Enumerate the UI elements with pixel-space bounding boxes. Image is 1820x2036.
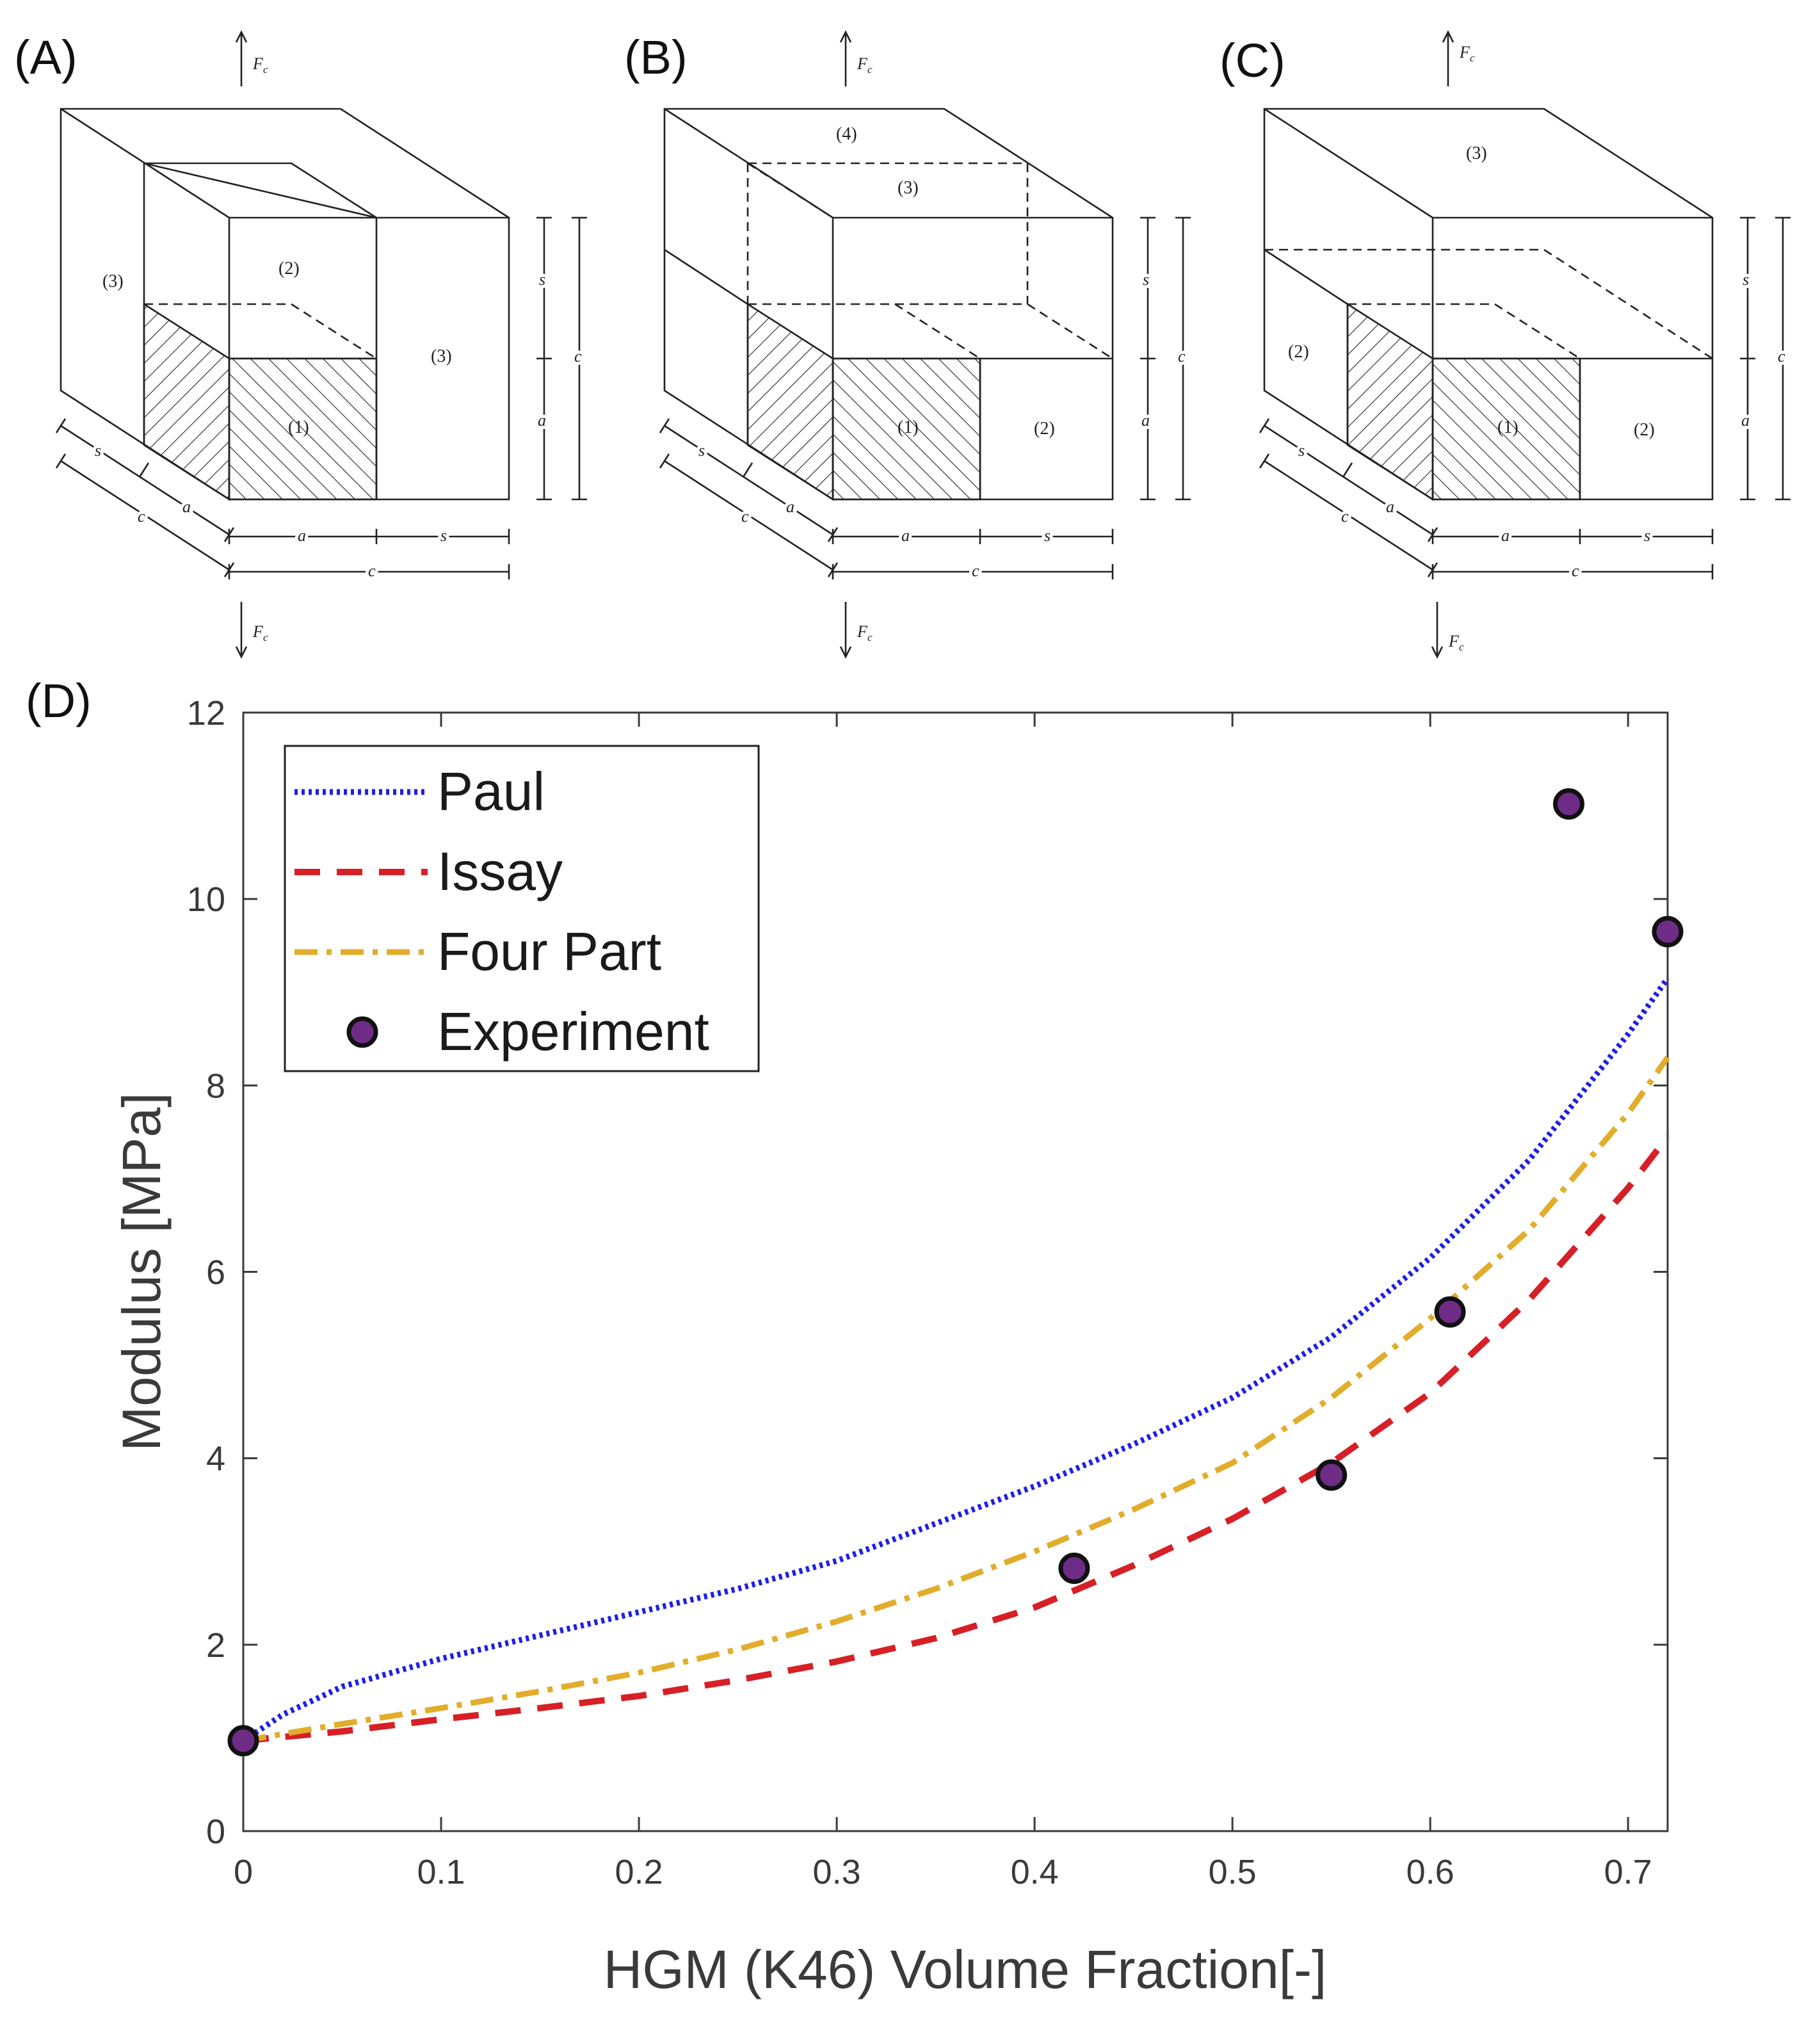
region-label: (3) xyxy=(102,271,124,291)
dim-a: a xyxy=(1501,526,1510,545)
force-bottom-sub-c: c xyxy=(1459,641,1464,653)
x-tick-label: 0.6 xyxy=(1406,1853,1454,1891)
legend-label: Experiment xyxy=(437,1001,709,1062)
y-tick-label: 10 xyxy=(187,880,225,919)
region-label: (3) xyxy=(898,178,919,198)
region-label: (4) xyxy=(836,124,857,144)
x-tick-label: 0.3 xyxy=(813,1853,861,1891)
panel-a-label: (A) xyxy=(14,31,77,84)
dim-s: s xyxy=(1298,441,1305,460)
dim-a: a xyxy=(1141,411,1150,430)
dim-c: c xyxy=(1572,562,1579,580)
force-bottom-label-b: F xyxy=(857,622,868,641)
force-top-sub-b: c xyxy=(867,63,873,76)
panel-d: (D) 0 0.1 0.2 0.3 0.4 0.5 0.6 0.7 0 2 4 6 8 10 12 HGM (… xyxy=(26,674,1684,2000)
force-top-label-c: F xyxy=(1459,43,1470,61)
x-tick-label: 0.5 xyxy=(1209,1853,1257,1891)
region-label: (2) xyxy=(1634,420,1655,440)
panel-b-label: (B) xyxy=(624,31,688,84)
y-tick-label: 12 xyxy=(187,694,225,732)
force-top-sub-c: c xyxy=(1470,52,1475,64)
dim-s: s xyxy=(1143,270,1149,289)
experiment-point xyxy=(227,1725,259,1757)
dim-s: s xyxy=(440,526,447,545)
panel-c-label: (C) xyxy=(1220,34,1285,87)
dim-c: c xyxy=(138,507,145,526)
dim-a: a xyxy=(786,497,794,516)
dim-c: c xyxy=(574,347,582,366)
experiment-point xyxy=(1552,788,1584,820)
y-tick-label: 0 xyxy=(206,1813,225,1851)
force-top-label-a: F xyxy=(252,54,264,73)
legend-label: Four Part xyxy=(437,921,661,982)
experiment-point xyxy=(1652,916,1684,948)
dim-c: c xyxy=(1178,347,1186,366)
dim-a: a xyxy=(538,411,546,430)
y-tick-label: 6 xyxy=(206,1254,225,1292)
region-label: (1) xyxy=(288,417,309,437)
dim-s: s xyxy=(698,441,705,460)
x-axis-title: HGM (K46) Volume Fraction[-] xyxy=(604,1939,1327,2000)
dim-s: s xyxy=(1743,270,1749,289)
experiment-point xyxy=(1434,1296,1466,1328)
force-top-label-b: F xyxy=(857,54,868,73)
experiment-point xyxy=(1058,1552,1090,1584)
dim-s: s xyxy=(1644,526,1650,545)
y-axis-title: Modulus [MPa] xyxy=(111,1092,172,1451)
region-label: (3) xyxy=(1466,143,1487,163)
panel-d-label: (D) xyxy=(26,674,92,727)
force-top-sub-a: c xyxy=(263,63,268,76)
legend: Paul Issay Four Part Experiment xyxy=(284,745,760,1072)
dim-c: c xyxy=(741,507,749,526)
dim-a: a xyxy=(1741,411,1750,430)
x-tick-label: 0.2 xyxy=(615,1853,663,1891)
y-tick-label: 8 xyxy=(206,1067,225,1105)
y-tick-label: 2 xyxy=(206,1626,225,1665)
region-label: (2) xyxy=(1034,419,1055,439)
series-line-issay xyxy=(243,1135,1670,1744)
dim-a: a xyxy=(1386,497,1394,516)
chart: 0 0.1 0.2 0.3 0.4 0.5 0.6 0.7 0 2 4 6 8 10 12 HGM (K46)… xyxy=(111,694,1684,2000)
legend-marker-experiment xyxy=(346,1016,378,1048)
legend-label: Paul xyxy=(437,761,545,821)
dim-a: a xyxy=(298,526,306,545)
x-tick-label: 0.4 xyxy=(1011,1853,1059,1891)
experiment-point xyxy=(1316,1459,1348,1491)
force-bottom-sub-b: c xyxy=(867,631,873,643)
dim-c: c xyxy=(972,562,979,580)
region-label: (1) xyxy=(898,417,919,437)
dim-a: a xyxy=(901,526,910,545)
panel-b: (B) F c F c (4) (3) (2) (1) xyxy=(624,30,1191,659)
series-line-four-part xyxy=(243,1056,1670,1744)
y-tick-label: 4 xyxy=(206,1440,225,1478)
force-bottom-label-c: F xyxy=(1448,632,1460,650)
panel-a: (A) F c F c (3) (2) (3) (1) xyxy=(14,30,587,659)
region-label: (2) xyxy=(278,259,300,279)
dim-c: c xyxy=(1778,347,1785,366)
dim-s: s xyxy=(539,270,545,289)
region-label: (2) xyxy=(1288,342,1309,362)
x-tick-label: 0.1 xyxy=(417,1853,465,1891)
force-bottom-sub-a: c xyxy=(263,631,268,643)
region-label: (3) xyxy=(431,346,452,366)
dim-s: s xyxy=(95,441,101,460)
region-label: (1) xyxy=(1497,417,1518,437)
x-tick-label: 0.7 xyxy=(1604,1853,1652,1891)
legend-label: Issay xyxy=(437,841,563,901)
series-lines xyxy=(241,976,1670,1744)
x-tick-label: 0 xyxy=(234,1853,253,1891)
dim-c: c xyxy=(368,562,376,580)
panel-c: (C) F c F c (3) (2) (2) (1) xyxy=(1220,30,1791,659)
force-bottom-label-a: F xyxy=(252,622,264,641)
dim-c: c xyxy=(1341,507,1349,526)
dim-s: s xyxy=(1044,526,1051,545)
series-line-paul xyxy=(241,976,1670,1743)
dim-a: a xyxy=(182,497,191,516)
